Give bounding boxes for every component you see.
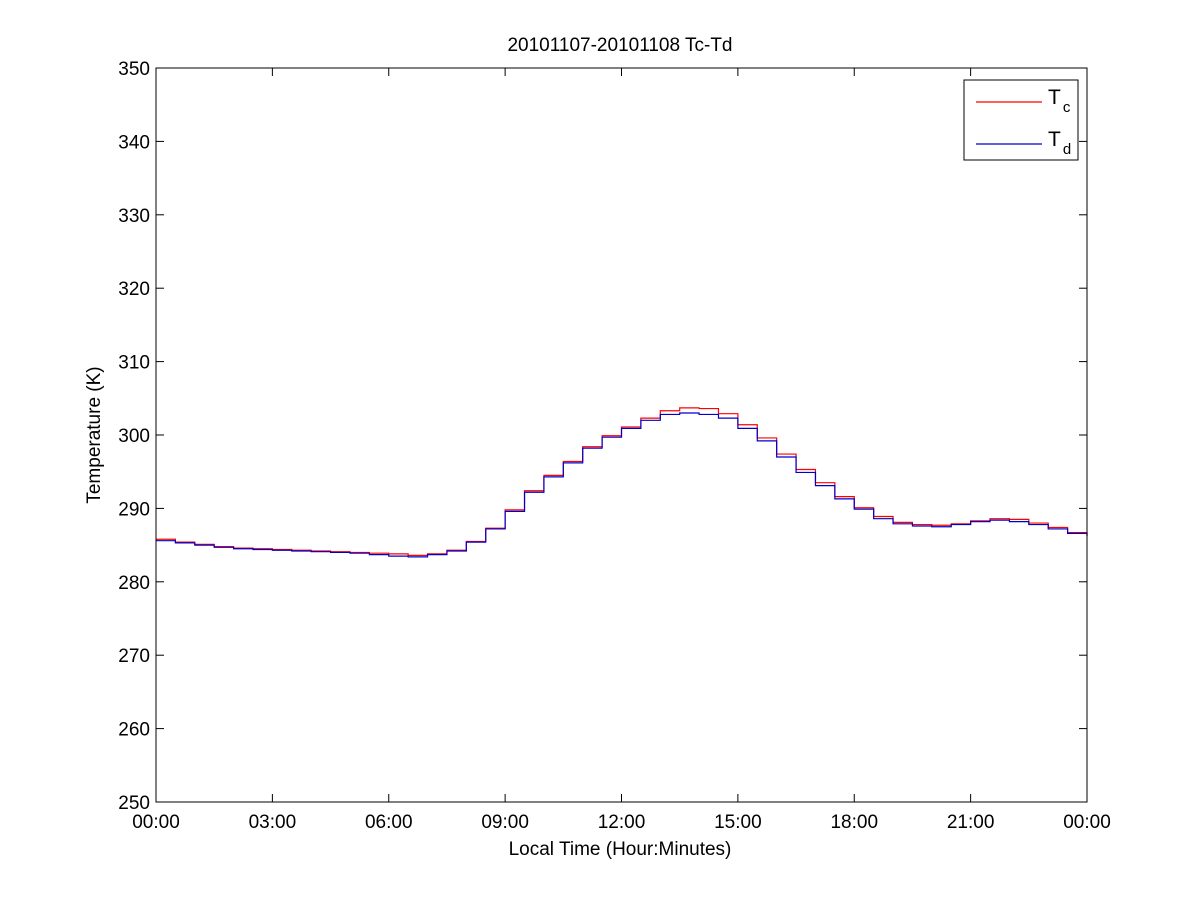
y-tick-label: 300 xyxy=(118,426,150,447)
y-tick-label: 340 xyxy=(118,132,150,153)
x-tick-label: 06:00 xyxy=(365,812,413,833)
y-tick-label: 320 xyxy=(118,279,150,300)
legend-label-main: T xyxy=(1048,128,1061,151)
legend-label-sub: c xyxy=(1063,99,1071,116)
chart-title: 20101107-20101108 Tc-Td xyxy=(507,35,732,56)
y-axis-label: Temperature (K) xyxy=(84,366,105,503)
series-layer xyxy=(156,407,1088,558)
y-tick-label: 280 xyxy=(118,573,150,594)
x-axis: 00:00 03:00 06:00 09:00 12:00 15:00 18:00 21:00… xyxy=(132,68,1111,833)
x-tick-label: 09:00 xyxy=(481,812,529,833)
y-tick-label: 270 xyxy=(118,646,150,667)
y-tick-label: 290 xyxy=(118,499,150,520)
y-tick-label: 350 xyxy=(118,59,150,80)
x-axis-label: Local Time (Hour:Minutes) xyxy=(509,839,732,860)
legend-box xyxy=(963,79,1079,161)
series-line-2 xyxy=(156,412,1088,558)
y-tick-label: 330 xyxy=(118,206,150,227)
x-tick-label: 00:00 xyxy=(132,812,180,833)
x-tick-label: 18:00 xyxy=(830,812,878,833)
y-tick-label: 260 xyxy=(118,720,150,741)
y-tick-label: 250 xyxy=(118,793,150,814)
x-tick-label: 15:00 xyxy=(714,812,762,833)
y-tick-label: 310 xyxy=(118,353,150,374)
x-tick-label: 00:00 xyxy=(1063,812,1111,833)
x-tick-label: 12:00 xyxy=(598,812,646,833)
y-axis: 250 260 270 280 290 300 310 320 330 340 350 xyxy=(118,59,1087,814)
x-tick-label: 03:00 xyxy=(249,812,297,833)
x-tick-label: 21:00 xyxy=(947,812,995,833)
legend-label-sub: d xyxy=(1063,141,1071,158)
legend-label-main: T xyxy=(1048,86,1061,109)
